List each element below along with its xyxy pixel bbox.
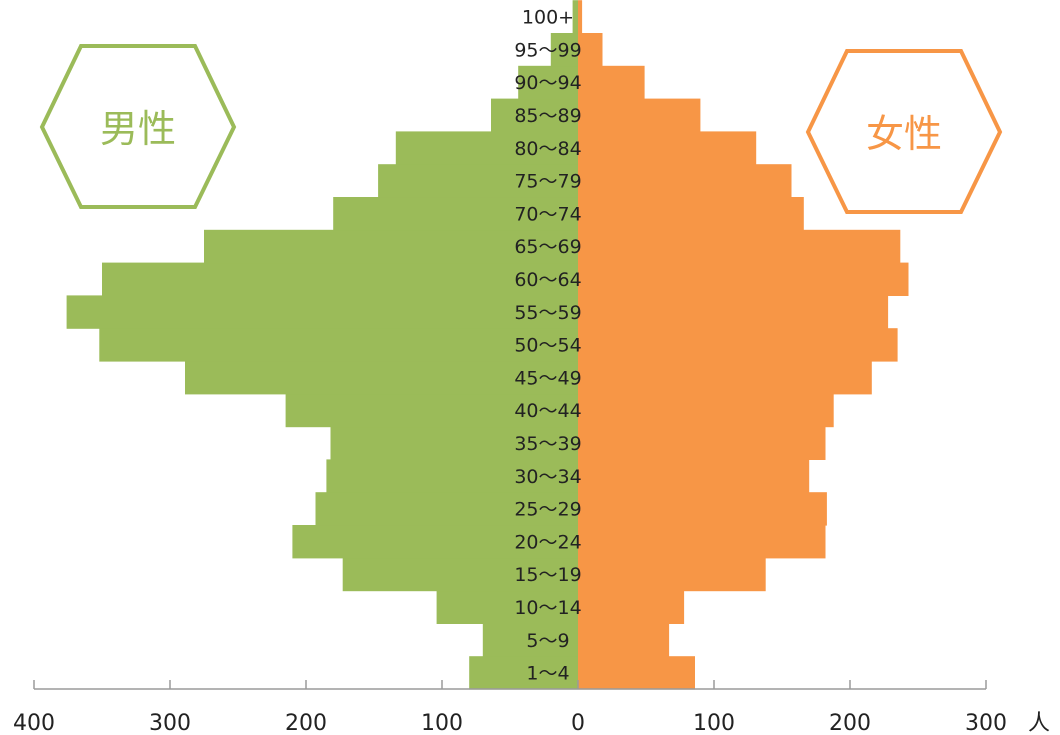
male-legend-badge: 男性 <box>39 44 237 209</box>
age-group-label: 65～69 <box>514 236 581 258</box>
female-bar <box>578 33 603 67</box>
x-tick-label: 300 <box>965 711 1007 735</box>
male-bar <box>469 656 578 690</box>
female-bar <box>578 0 583 34</box>
x-tick-label: 400 <box>13 711 55 735</box>
female-legend-label: 女性 <box>866 112 942 156</box>
age-group-label: 70～74 <box>514 203 581 225</box>
age-group-label: 100+ <box>522 7 574 29</box>
female-bar <box>578 98 701 132</box>
male-bar <box>285 393 578 428</box>
female-bar <box>578 590 685 624</box>
male-bar <box>204 229 578 264</box>
female-bar <box>578 328 898 362</box>
male-hexagon-icon <box>39 44 237 209</box>
female-bar <box>578 525 826 559</box>
female-bar <box>578 229 901 264</box>
male-bar <box>326 459 578 493</box>
age-group-label: 1～4 <box>526 663 569 685</box>
female-legend-badge: 女性 <box>805 49 1003 214</box>
male-bar <box>333 197 578 231</box>
x-tick-label: 200 <box>829 711 871 735</box>
x-tick-label: 100 <box>421 711 463 735</box>
female-bar <box>578 131 757 165</box>
age-group-label: 90～94 <box>514 72 581 94</box>
age-group-label: 80～84 <box>514 138 581 160</box>
male-legend-label: 男性 <box>100 107 176 151</box>
male-bar <box>482 623 578 657</box>
age-group-label: 20～24 <box>514 531 581 553</box>
age-group-label: 5～9 <box>526 630 569 652</box>
male-bar <box>395 131 578 165</box>
age-group-label: 55～59 <box>514 302 581 324</box>
male-bar <box>491 98 578 132</box>
x-tick-label: 100 <box>693 711 735 735</box>
male-bar <box>102 262 578 296</box>
female-bar <box>578 623 670 657</box>
male-bar <box>99 328 579 362</box>
age-group-label: 95～99 <box>514 39 581 61</box>
female-bars <box>578 0 909 690</box>
male-bar <box>342 557 578 592</box>
female-bar <box>578 557 766 592</box>
age-group-label: 75～79 <box>514 171 581 193</box>
age-group-label: 50～54 <box>514 335 581 357</box>
x-axis-unit-label: 人 <box>1028 711 1050 735</box>
female-bar <box>578 492 827 526</box>
age-group-label: 40～44 <box>514 400 581 422</box>
male-bar <box>330 426 578 460</box>
female-bar <box>578 459 810 493</box>
female-bar <box>578 361 872 395</box>
male-bar <box>66 295 578 329</box>
female-bar <box>578 197 804 231</box>
female-bar <box>578 164 792 198</box>
age-group-label: 30～34 <box>514 466 581 488</box>
female-bar <box>578 262 909 296</box>
age-group-label: 85～89 <box>514 105 581 127</box>
male-bar <box>518 65 578 100</box>
male-bar <box>378 164 578 198</box>
age-labels: 1～4 5～9 10～14 15～19 20～24 25～29 30～34 35～39 40～4… <box>514 7 581 685</box>
female-bar <box>578 295 889 329</box>
x-tick-label: 200 <box>285 711 327 735</box>
x-axis: 400 300 200 100 0 100 200 300 人 <box>13 680 1050 735</box>
female-bar <box>578 426 826 460</box>
age-group-label: 25～29 <box>514 499 581 521</box>
age-group-label: 15～19 <box>514 564 581 586</box>
male-bars <box>66 0 579 690</box>
x-tick-label: 0 <box>571 711 585 735</box>
female-bar <box>578 656 695 690</box>
male-bar <box>315 492 578 526</box>
age-group-label: 60～64 <box>514 269 581 291</box>
male-bar <box>292 525 578 559</box>
age-group-label: 35～39 <box>514 433 581 455</box>
female-hexagon-icon <box>805 49 1003 214</box>
female-bar <box>578 65 645 100</box>
male-bar <box>572 0 578 34</box>
male-bar <box>436 590 578 624</box>
age-group-label: 10～14 <box>514 597 581 619</box>
age-group-label: 45～49 <box>514 367 581 389</box>
x-tick-label: 300 <box>149 711 191 735</box>
male-bar <box>550 33 578 67</box>
female-bar <box>578 393 834 428</box>
male-bar <box>185 361 578 395</box>
